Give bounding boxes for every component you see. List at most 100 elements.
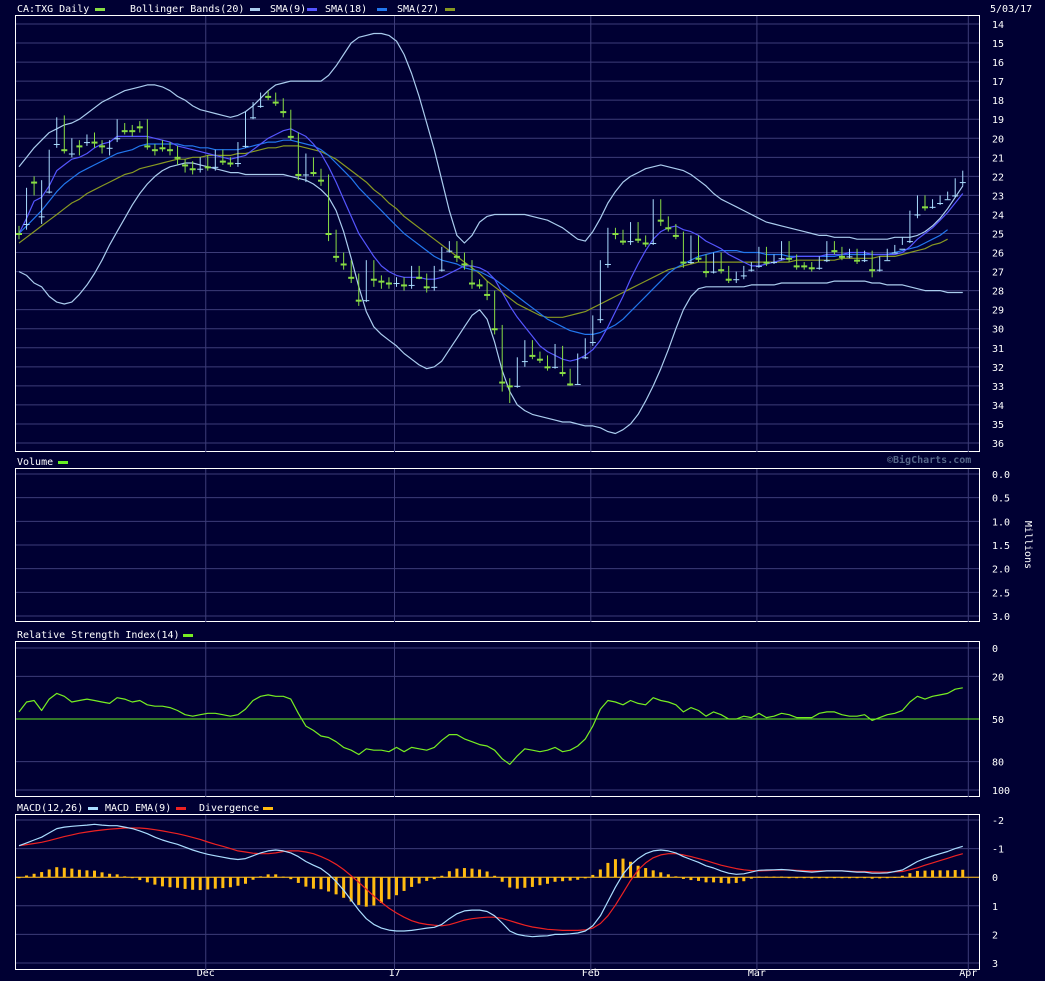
divergence-bar-1 [25,875,29,878]
divergence-bar-122 [938,870,942,878]
divergence-bar-100 [772,876,776,878]
divergence-bar-123 [946,870,950,878]
divergence-bar-101 [780,876,784,878]
divergence-bar-84 [651,870,655,878]
rsi-tick-0: 0 [992,644,998,655]
divergence-bar-4 [47,869,51,878]
divergence-bar-113 [870,877,874,879]
divergence-bar-106 [817,877,821,879]
x-label-Feb: Feb [582,968,600,979]
price-tick-29: 29 [992,306,1004,317]
candle-body-35 [280,111,287,114]
divergence-bar-120 [923,870,927,878]
candle-body-51 [401,284,408,287]
candle-body-74 [574,383,581,385]
divergence-bar-49 [387,877,391,900]
candle-body-82 [635,238,642,241]
candle-body-76 [589,342,596,344]
candle-body-119 [914,214,921,216]
bollinger-lower-line [18,32,964,244]
candle-body-29 [234,163,241,165]
candle-body-7 [68,153,75,155]
candle-body-90 [695,257,702,260]
price-tick-23: 23 [992,191,1004,202]
divergence-bar-124 [953,870,957,878]
candle-body-93 [718,269,725,272]
price-candles [16,90,966,404]
divergence-bar-48 [379,877,383,903]
divergence-bar-115 [885,877,889,879]
volume-tick-1.5: 1.5 [992,541,1010,552]
price-tick-32: 32 [992,363,1004,374]
divergence-bar-20 [168,877,172,888]
candle-body-117 [899,248,906,250]
candle-body-107 [823,260,830,262]
divergence-bar-52 [410,877,414,887]
candle-body-120 [922,206,928,209]
candle-body-118 [906,241,913,243]
divergence-bar-72 [561,877,565,882]
candle-body-72 [559,372,566,375]
macd-legend: MACD(12,26) MACD EMA(9) Divergence [17,803,273,814]
divergence-bar-88 [681,877,685,879]
candle-body-92 [710,271,717,273]
candle-body-94 [725,278,732,281]
rsi-title: Relative Strength Index(14) [17,630,180,641]
divergence-bar-24 [198,877,202,891]
divergence-bar-40 [319,877,323,890]
rsi-legend: Relative Strength Index(14) [17,630,193,641]
candle-body-85 [657,219,664,222]
macd-tick-1: 1 [992,902,998,913]
watermark: ©BigCharts.com [887,454,971,466]
candle-body-73 [567,383,574,386]
macd-title: MACD(12,26) [17,803,83,814]
divergence-bar-18 [153,877,157,885]
divergence-bar-77 [598,869,602,878]
divergence-bar-6 [62,867,66,878]
candle-body-42 [333,255,340,258]
price-tick-30: 30 [992,325,1004,336]
divergence-bar-70 [546,877,549,884]
candle-body-50 [393,283,400,285]
candle-body-100 [771,262,777,264]
divergence-bar-25 [206,877,210,890]
candle-body-26 [212,166,219,168]
candle-body-20 [167,149,173,152]
volume-legend: Volume Millions [17,457,1033,569]
divergence-title: Divergence [199,803,259,814]
divergence-bar-46 [364,877,368,907]
axis-labels: 1415161718192021222324252627282930313233… [197,20,1010,979]
candle-body-52 [408,284,415,286]
candle-body-103 [793,265,800,268]
candle-body-116 [891,252,898,254]
price-tick-26: 26 [992,249,1004,260]
candle-body-86 [665,227,672,230]
divergence-bar-51 [402,877,406,891]
candle-body-25 [204,166,211,169]
divergence-bar-92 [712,877,716,883]
divergence-bar-14 [123,876,127,878]
candle-body-69 [536,358,543,361]
macd-swatch [88,807,98,810]
candle-body-63 [491,328,498,331]
sma9-label: SMA(9) [270,4,306,15]
divergence-bar-12 [108,873,112,878]
candle-body-112 [861,260,868,262]
divergence-bar-17 [145,877,149,883]
divergence-bar-27 [221,877,225,889]
candle-body-16 [136,126,143,129]
candle-body-55 [431,286,438,288]
candle-body-58 [453,255,460,258]
candle-body-115 [884,260,891,262]
candle-body-54 [423,286,430,289]
divergence-bar-55 [432,877,436,880]
candle-body-13 [114,138,121,140]
divergence-bar-110 [848,877,851,879]
price-tick-28: 28 [992,287,1004,298]
candle-body-19 [159,147,166,150]
candle-body-83 [642,242,649,245]
candle-body-109 [838,255,845,258]
candle-body-65 [506,385,513,388]
divergence-bar-96 [742,877,746,882]
candle-body-98 [755,265,762,267]
